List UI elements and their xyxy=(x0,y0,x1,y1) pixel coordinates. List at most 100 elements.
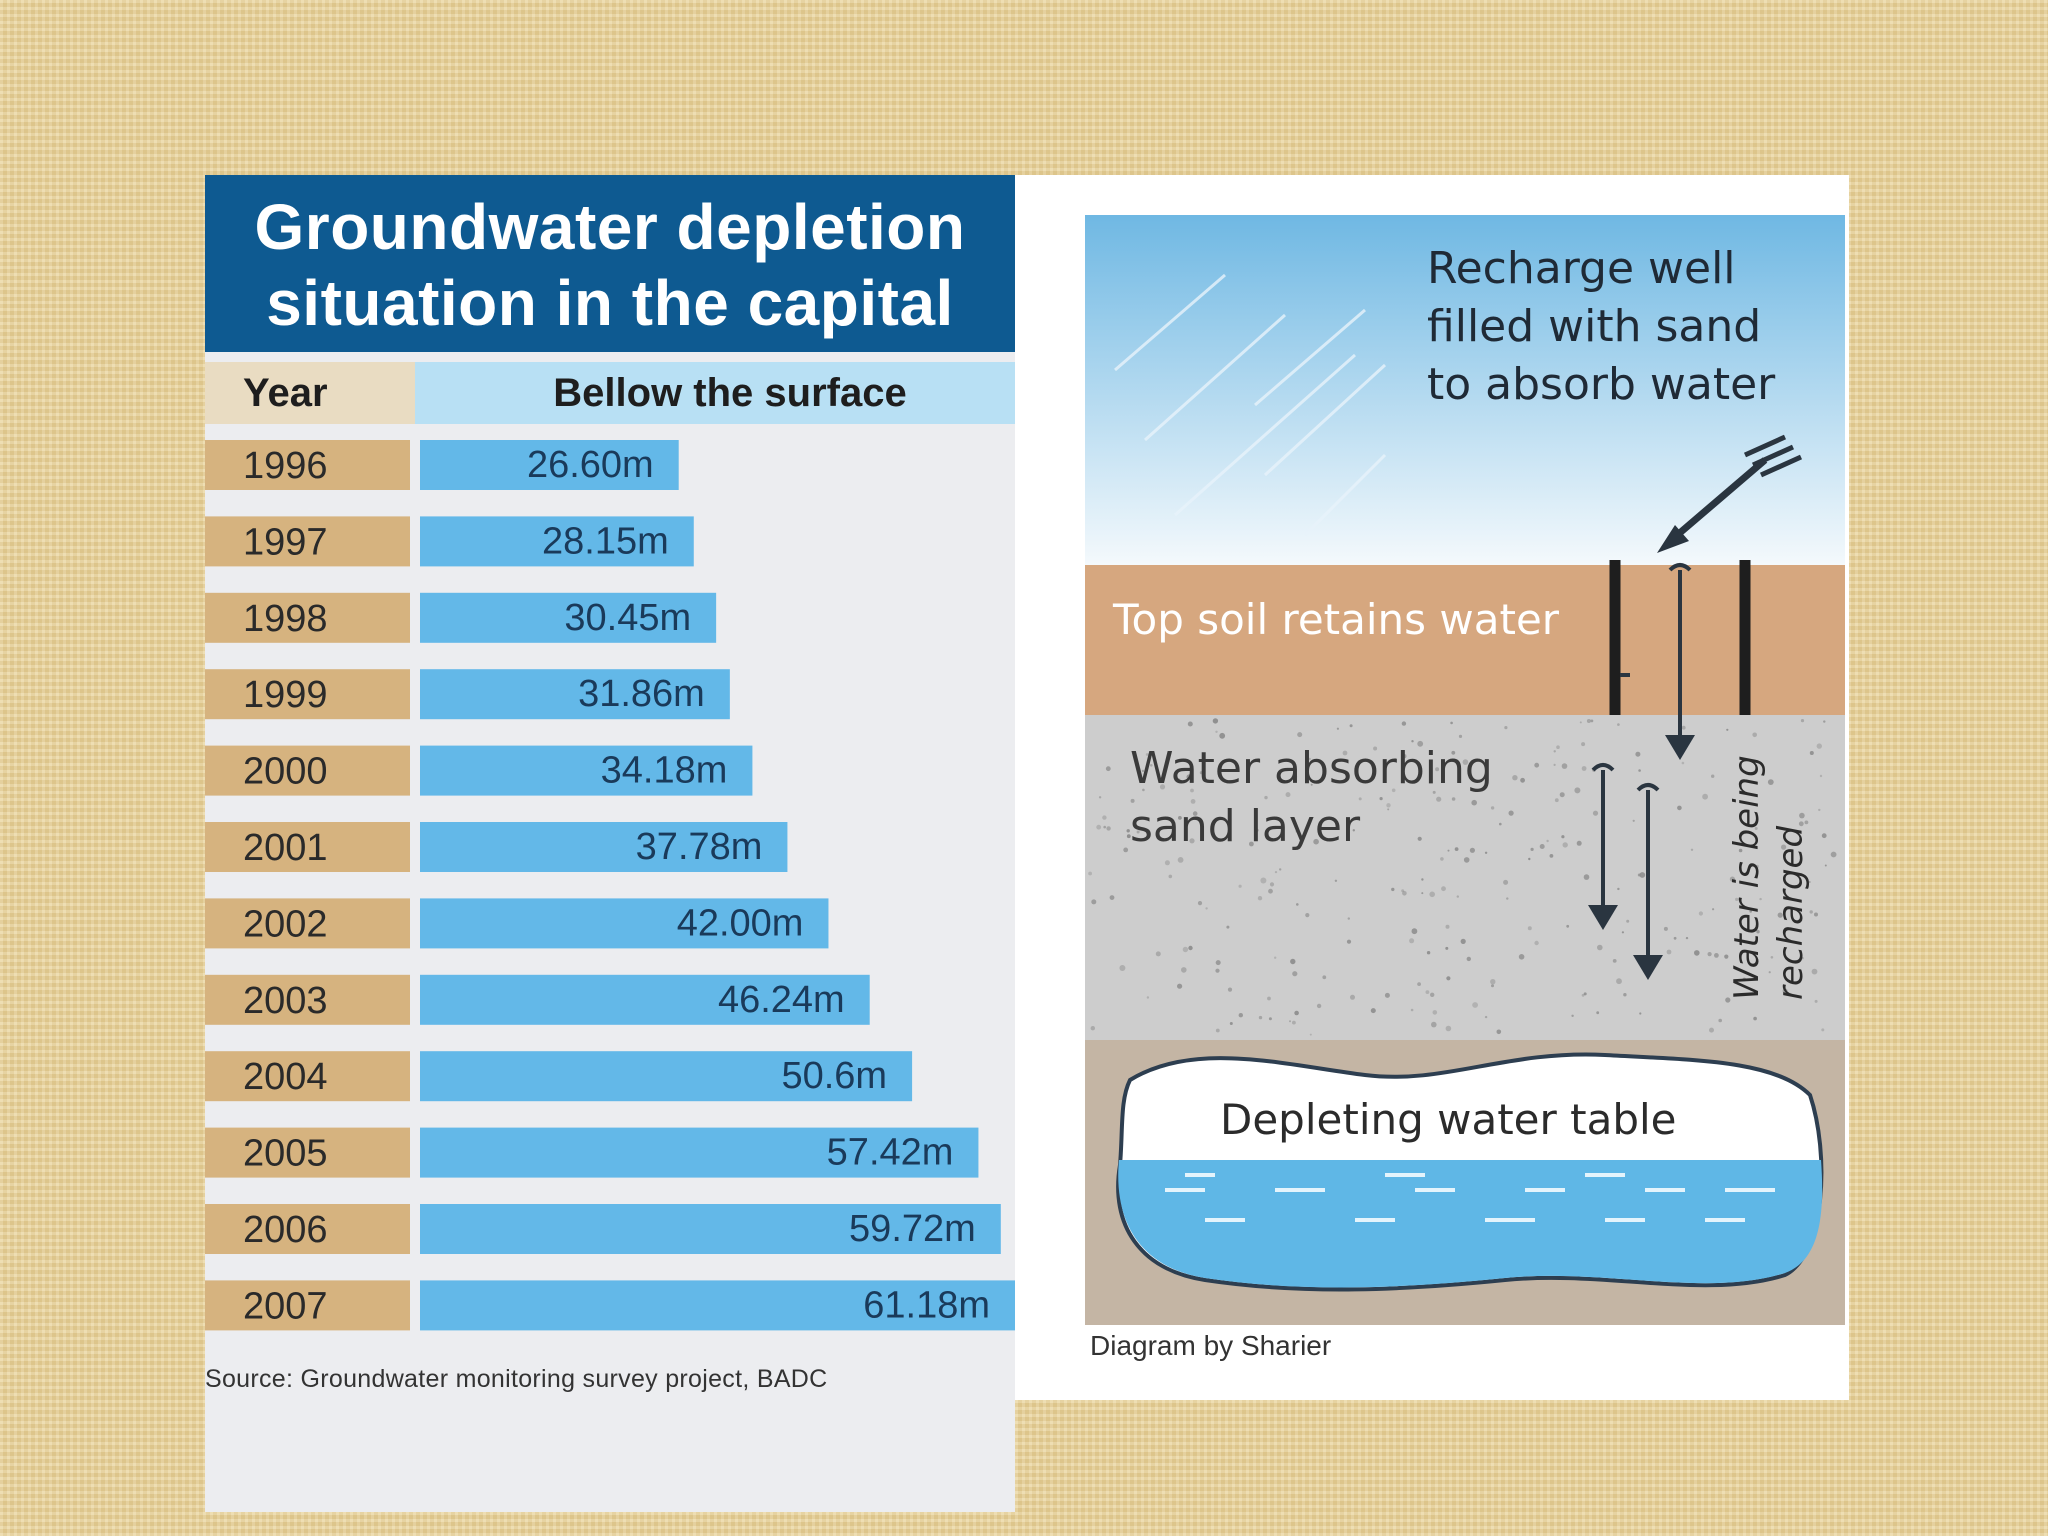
value-header-label: Bellow the surface xyxy=(553,371,906,415)
sand-speckle xyxy=(1141,769,1145,773)
sand-speckle xyxy=(1322,975,1327,980)
sand-speckle xyxy=(1386,803,1391,808)
sand-speckle xyxy=(1426,951,1431,955)
sand-speckle xyxy=(1490,806,1495,810)
sand-speckle xyxy=(1177,983,1183,989)
sand-speckle xyxy=(1626,919,1630,923)
sand-speckle xyxy=(1821,1028,1825,1032)
sand-speckle xyxy=(1590,719,1594,723)
sand-speckle xyxy=(1621,931,1624,934)
sand-speckle xyxy=(1499,822,1502,826)
sand-speckle xyxy=(1512,775,1518,781)
water-table-label: Depleting water table xyxy=(1220,1095,1677,1144)
sand-speckle xyxy=(1527,926,1532,931)
sand-speckle xyxy=(1294,1010,1299,1016)
sand-speckle xyxy=(1707,952,1712,957)
sand-speckle xyxy=(1090,1026,1095,1031)
sand-speckle xyxy=(1379,797,1383,801)
sand-speckle xyxy=(1673,936,1677,940)
sand-speckle xyxy=(1346,939,1352,944)
sand-speckle xyxy=(1799,812,1805,819)
sand-speckle xyxy=(1177,857,1184,863)
sand-speckle xyxy=(1770,956,1774,959)
sand-speckle xyxy=(1182,946,1189,953)
sand-speckle xyxy=(1409,938,1415,944)
sand-speckle xyxy=(1445,946,1449,950)
sand-speckle xyxy=(1819,774,1823,778)
bar-value-label: 57.42m xyxy=(827,1132,954,1174)
year-cell xyxy=(205,1204,410,1254)
sand-speckle xyxy=(1091,899,1097,905)
bar xyxy=(420,1127,979,1178)
year-label: 1997 xyxy=(243,521,328,563)
sand-speckle xyxy=(1638,769,1641,772)
sand-speckle xyxy=(1677,805,1682,811)
sand-speckle xyxy=(1581,993,1585,997)
year-cell xyxy=(205,1280,410,1331)
sand-speckle xyxy=(1155,951,1161,957)
sand-speckle xyxy=(1229,1022,1233,1025)
sand-speckle xyxy=(1219,732,1226,739)
sand-speckle xyxy=(1462,759,1469,765)
sand-speckle xyxy=(1617,723,1620,726)
water-flow-arrows xyxy=(1588,563,1695,980)
sand-speckle xyxy=(1309,1033,1312,1036)
sand-speckle xyxy=(1336,727,1339,730)
sand-speckle xyxy=(1479,789,1483,792)
sand-speckle xyxy=(1308,757,1311,761)
sand-speckle xyxy=(1754,827,1758,830)
sand-speckle xyxy=(1456,895,1459,898)
sand-speckle xyxy=(1264,795,1268,800)
sand-speckle xyxy=(1227,987,1233,992)
sand-speckle xyxy=(1818,808,1821,812)
bar-value-label: 30.45m xyxy=(564,597,691,639)
sand-speckle xyxy=(1159,784,1166,790)
sand-speckle xyxy=(1391,788,1396,793)
sand-speckle xyxy=(1387,808,1390,811)
sand-speckle xyxy=(1804,820,1809,825)
sand-speckle xyxy=(1738,848,1743,853)
sand-speckle xyxy=(1391,887,1395,892)
sand-speckle xyxy=(1334,879,1338,882)
sand-speckle xyxy=(1136,830,1140,834)
sand-speckle xyxy=(1561,763,1568,769)
sand-speckle xyxy=(1274,956,1277,959)
sand-speckle xyxy=(1463,857,1470,863)
sand-speckle xyxy=(1417,982,1421,986)
sand-speckle xyxy=(1566,924,1570,928)
sand-speckle xyxy=(1146,996,1150,999)
year-cell xyxy=(205,669,410,720)
chart-title-line-2: situation in the capital xyxy=(266,267,954,339)
bar-value-label: 61.18m xyxy=(863,1284,990,1326)
sand-speckle xyxy=(1623,993,1627,997)
bars-group: 1996 26.60m 1997 28.15m 1998 30.45m 1999 31.86m… xyxy=(205,440,1015,1331)
bar xyxy=(420,745,753,796)
bar xyxy=(420,516,694,567)
chart-title: Groundwater depletion situation in the c… xyxy=(205,175,1015,352)
sand-speckle xyxy=(1782,988,1788,994)
sand-speckle xyxy=(1445,924,1450,929)
sand-speckle xyxy=(1681,761,1685,765)
sand-speckle xyxy=(1436,796,1442,802)
year-label: 2004 xyxy=(243,1056,328,1098)
bar-value-label: 46.24m xyxy=(718,979,845,1021)
sand-speckle xyxy=(1268,888,1273,894)
sand-speckle xyxy=(1197,901,1203,906)
sand-speckle xyxy=(1454,847,1459,851)
infographic-card: Groundwater depletion situation in the c… xyxy=(205,175,1849,1512)
sand-speckle xyxy=(1635,751,1641,757)
sand-speckle xyxy=(1173,822,1176,825)
sand-speckle xyxy=(1549,854,1554,858)
sand-speckle xyxy=(1518,954,1525,960)
year-label: 1998 xyxy=(243,598,328,640)
year-label: 2002 xyxy=(243,903,328,945)
sand-speckle xyxy=(1506,897,1509,900)
sand-speckle xyxy=(1450,721,1453,725)
year-label: 2005 xyxy=(243,1133,328,1175)
bar-chart: Year Bellow the surface 1996 26.60m 1997 28… xyxy=(205,362,1015,1331)
sand-speckle xyxy=(1401,889,1405,893)
year-label: 1996 xyxy=(243,445,328,487)
sand-speckle xyxy=(1597,944,1603,951)
sand-speckle xyxy=(1190,799,1196,804)
sand-speckle xyxy=(1274,871,1278,874)
